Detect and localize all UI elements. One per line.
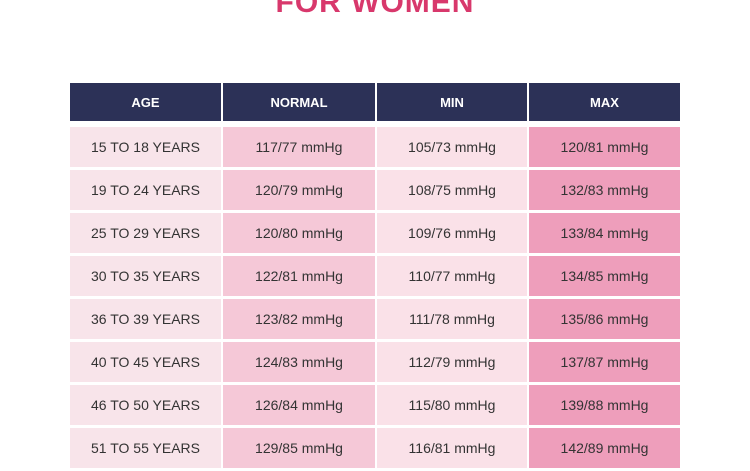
table-cell: 122/81 mmHg [223, 256, 375, 296]
column-header: AGE [70, 83, 221, 121]
table-cell: 15 TO 18 YEARS [70, 127, 221, 167]
column-header: NORMAL [223, 83, 375, 121]
table-cell: 142/89 mmHg [529, 428, 680, 468]
table-cell: 30 TO 35 YEARS [70, 256, 221, 296]
table-cell: 105/73 mmHg [377, 127, 527, 167]
table-cell: 25 TO 29 YEARS [70, 213, 221, 253]
table-cell: 110/77 mmHg [377, 256, 527, 296]
table-cell: 51 TO 55 YEARS [70, 428, 221, 468]
table-cell: 19 TO 24 YEARS [70, 170, 221, 210]
table-cell: 120/81 mmHg [529, 127, 680, 167]
table-cell: 46 TO 50 YEARS [70, 385, 221, 425]
table-row: 19 TO 24 YEARS 120/79 mmHg 108/75 mmHg 132/… [70, 170, 680, 210]
table-cell: 115/80 mmHg [377, 385, 527, 425]
table-cell: 108/75 mmHg [377, 170, 527, 210]
table-cell: 133/84 mmHg [529, 213, 680, 253]
table-cell: 111/78 mmHg [377, 299, 527, 339]
table-cell: 117/77 mmHg [223, 127, 375, 167]
table-cell: 129/85 mmHg [223, 428, 375, 468]
table-row: 40 TO 45 YEARS 124/83 mmHg 112/79 mmHg 137/… [70, 342, 680, 382]
table-cell: 40 TO 45 YEARS [70, 342, 221, 382]
table-cell: 109/76 mmHg [377, 213, 527, 253]
table-cell: 112/79 mmHg [377, 342, 527, 382]
table-row: 46 TO 50 YEARS 126/84 mmHg 115/80 mmHg 139/… [70, 385, 680, 425]
table-cell: 126/84 mmHg [223, 385, 375, 425]
page: FOR WOMEN AGE NORMAL MIN MAX 15 TO 18 YEARS 1… [70, 0, 680, 468]
table-cell: 135/86 mmHg [529, 299, 680, 339]
table-row: 25 TO 29 YEARS 120/80 mmHg 109/76 mmHg 133/… [70, 213, 680, 253]
table-row: 15 TO 18 YEARS 117/77 mmHg 105/73 mmHg 120/… [70, 127, 680, 167]
column-header: MIN [377, 83, 527, 121]
title: FOR WOMEN [275, 0, 475, 19]
table: AGE NORMAL MIN MAX 15 TO 18 YEARS 117/77 mmHg… [70, 83, 680, 471]
table-row: 51 TO 55 YEARS 129/85 mmHg 116/81 mmHg 142/… [70, 428, 680, 468]
table-cell: 116/81 mmHg [377, 428, 527, 468]
table-cell: 123/82 mmHg [223, 299, 375, 339]
table-cell: 132/83 mmHg [529, 170, 680, 210]
table-cell: 137/87 mmHg [529, 342, 680, 382]
table-cell: 120/80 mmHg [223, 213, 375, 253]
table-cell: 139/88 mmHg [529, 385, 680, 425]
table-cell: 36 TO 39 YEARS [70, 299, 221, 339]
table-cell: 134/85 mmHg [529, 256, 680, 296]
table-cell: 124/83 mmHg [223, 342, 375, 382]
table-row: 36 TO 39 YEARS 123/82 mmHg 111/78 mmHg 135/… [70, 299, 680, 339]
table-row: 30 TO 35 YEARS 122/81 mmHg 110/77 mmHg 134/… [70, 256, 680, 296]
column-header: MAX [529, 83, 680, 121]
table-cell: 120/79 mmHg [223, 170, 375, 210]
header-row: AGE NORMAL MIN MAX [70, 83, 680, 121]
